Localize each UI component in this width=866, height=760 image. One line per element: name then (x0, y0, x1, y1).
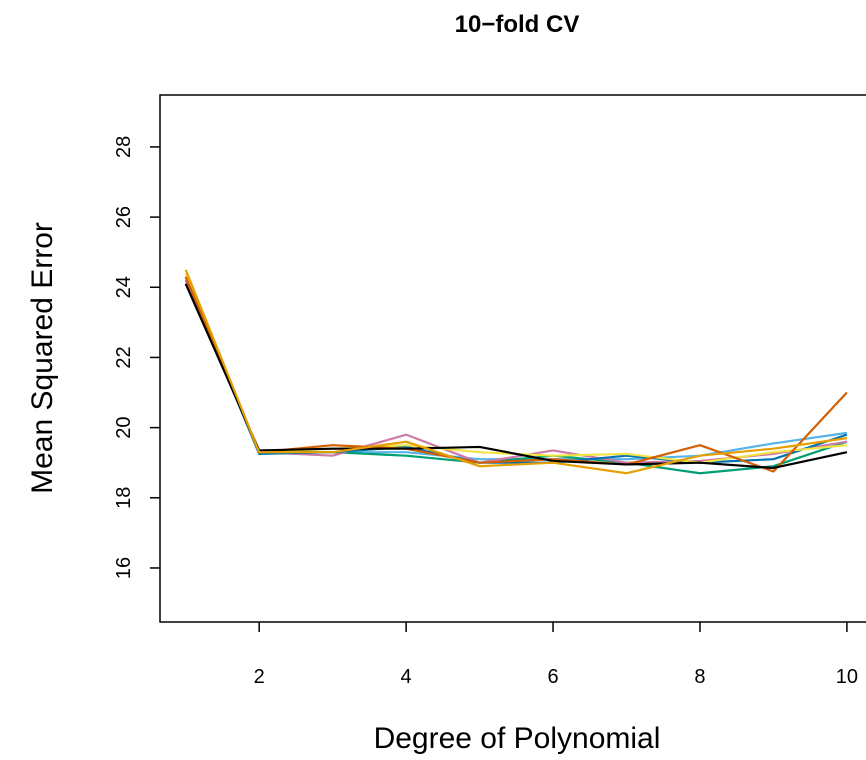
y-axis-title: Mean Squared Error (26, 222, 59, 494)
y-tick-label: 26 (113, 206, 135, 228)
x-tick-label: 4 (401, 666, 412, 688)
series-line (184, 276, 848, 473)
series-line (184, 283, 848, 470)
y-tick-label: 16 (113, 557, 135, 579)
y-tick-label: 20 (113, 416, 135, 438)
series-line (184, 276, 848, 464)
x-tick-label: 6 (547, 666, 558, 688)
y-tick-label: 22 (113, 346, 135, 368)
plot-frame (159, 94, 866, 623)
y-tick-label: 18 (113, 487, 135, 509)
x-tick-label: 10 (836, 666, 858, 688)
y-tick-label: 28 (113, 136, 135, 158)
x-tick-label: 8 (694, 666, 705, 688)
x-tick-label: 2 (254, 666, 265, 688)
series-line (184, 269, 848, 475)
series-line (184, 272, 848, 464)
y-tick-label: 24 (113, 276, 135, 298)
series-line (184, 279, 848, 475)
chart-title: 10−fold CV (455, 11, 580, 38)
x-axis-title: Degree of Polynomial (374, 722, 661, 755)
series-line (184, 279, 848, 461)
series-line (184, 279, 848, 464)
